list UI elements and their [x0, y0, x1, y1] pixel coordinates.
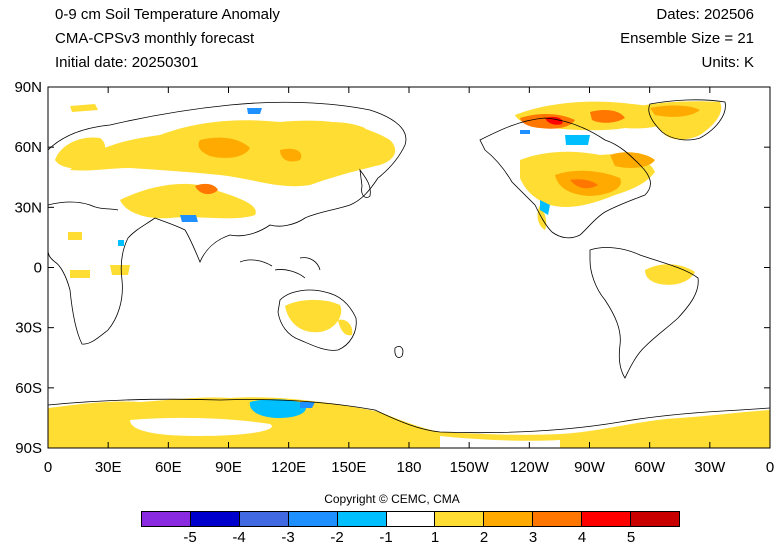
- colorbar-swatch: [631, 512, 679, 526]
- lon-label: 150E: [331, 459, 366, 476]
- lon-label: 120W: [510, 459, 550, 476]
- ensemble-size: Ensemble Size = 21: [620, 30, 754, 47]
- latitude-labels: 90N 60N 30N 0 30S 60S 90S: [14, 79, 42, 457]
- lon-label: 30E: [95, 459, 122, 476]
- lon-label: 150W: [450, 459, 490, 476]
- anomaly-fill-layer: [48, 101, 770, 448]
- colorbar-swatch: [435, 512, 485, 526]
- lat-label: 90N: [14, 79, 42, 96]
- lon-label: 0: [44, 459, 52, 476]
- coastlines: [48, 99, 770, 434]
- colorbar-label: 3: [528, 529, 538, 546]
- lon-label: 180: [396, 459, 421, 476]
- axis-ticks: [47, 86, 771, 449]
- lon-label: 60W: [634, 459, 666, 476]
- initial-date: Initial date: 20250301: [55, 54, 199, 71]
- lat-label: 90S: [15, 440, 42, 457]
- colorbar-swatch: [142, 512, 191, 526]
- colorbar-swatch: [484, 512, 534, 526]
- colorbar-label: -5: [183, 529, 197, 546]
- colorbar-label: 5: [626, 529, 636, 546]
- units-label: Units: K: [701, 54, 754, 71]
- colorbar-swatch: [582, 512, 632, 526]
- colorbar-swatch: [337, 512, 387, 526]
- colorbar-label: -2: [330, 529, 344, 546]
- colorbar-label: 2: [479, 529, 489, 546]
- copyright-note: Copyright © CEMC, CMA: [324, 492, 460, 506]
- colorbar-label: -4: [232, 529, 246, 546]
- model-name: CMA-CPSv3 monthly forecast: [55, 30, 255, 47]
- colorbar-label: -1: [379, 529, 393, 546]
- colorbar: [141, 511, 680, 527]
- lat-label: 30S: [15, 320, 42, 337]
- colorbar-swatch: [190, 512, 240, 526]
- lat-label: 60S: [15, 380, 42, 397]
- lat-label: 0: [34, 260, 42, 277]
- colorbar-swatch: [533, 512, 583, 526]
- forecast-dates: Dates: 202506: [656, 6, 754, 23]
- lon-label: 60E: [155, 459, 182, 476]
- anomaly-map: 90N 60N 30N 0 30S 60S 90S 0 30E 60E 90E 120E 150E 18…: [14, 79, 774, 476]
- longitude-labels: 0 30E 60E 90E 120E 150E 180 150W 120W 90W 60W 30W 0: [44, 459, 774, 476]
- lon-label: 90W: [574, 459, 606, 476]
- colorbar-label: 4: [577, 529, 587, 546]
- lon-label: 0: [766, 459, 774, 476]
- colorbar-label: 1: [430, 529, 440, 546]
- colorbar-swatch: [239, 512, 289, 526]
- colorbar-swatch: [386, 512, 436, 526]
- lon-label: 120E: [271, 459, 306, 476]
- lon-label: 90E: [215, 459, 242, 476]
- lat-label: 30N: [14, 199, 42, 216]
- colorbar-label: -3: [281, 529, 295, 546]
- lon-label: 30W: [694, 459, 726, 476]
- map-title: 0-9 cm Soil Temperature Anomaly: [55, 6, 280, 23]
- lat-label: 60N: [14, 139, 42, 156]
- colorbar-swatch: [288, 512, 338, 526]
